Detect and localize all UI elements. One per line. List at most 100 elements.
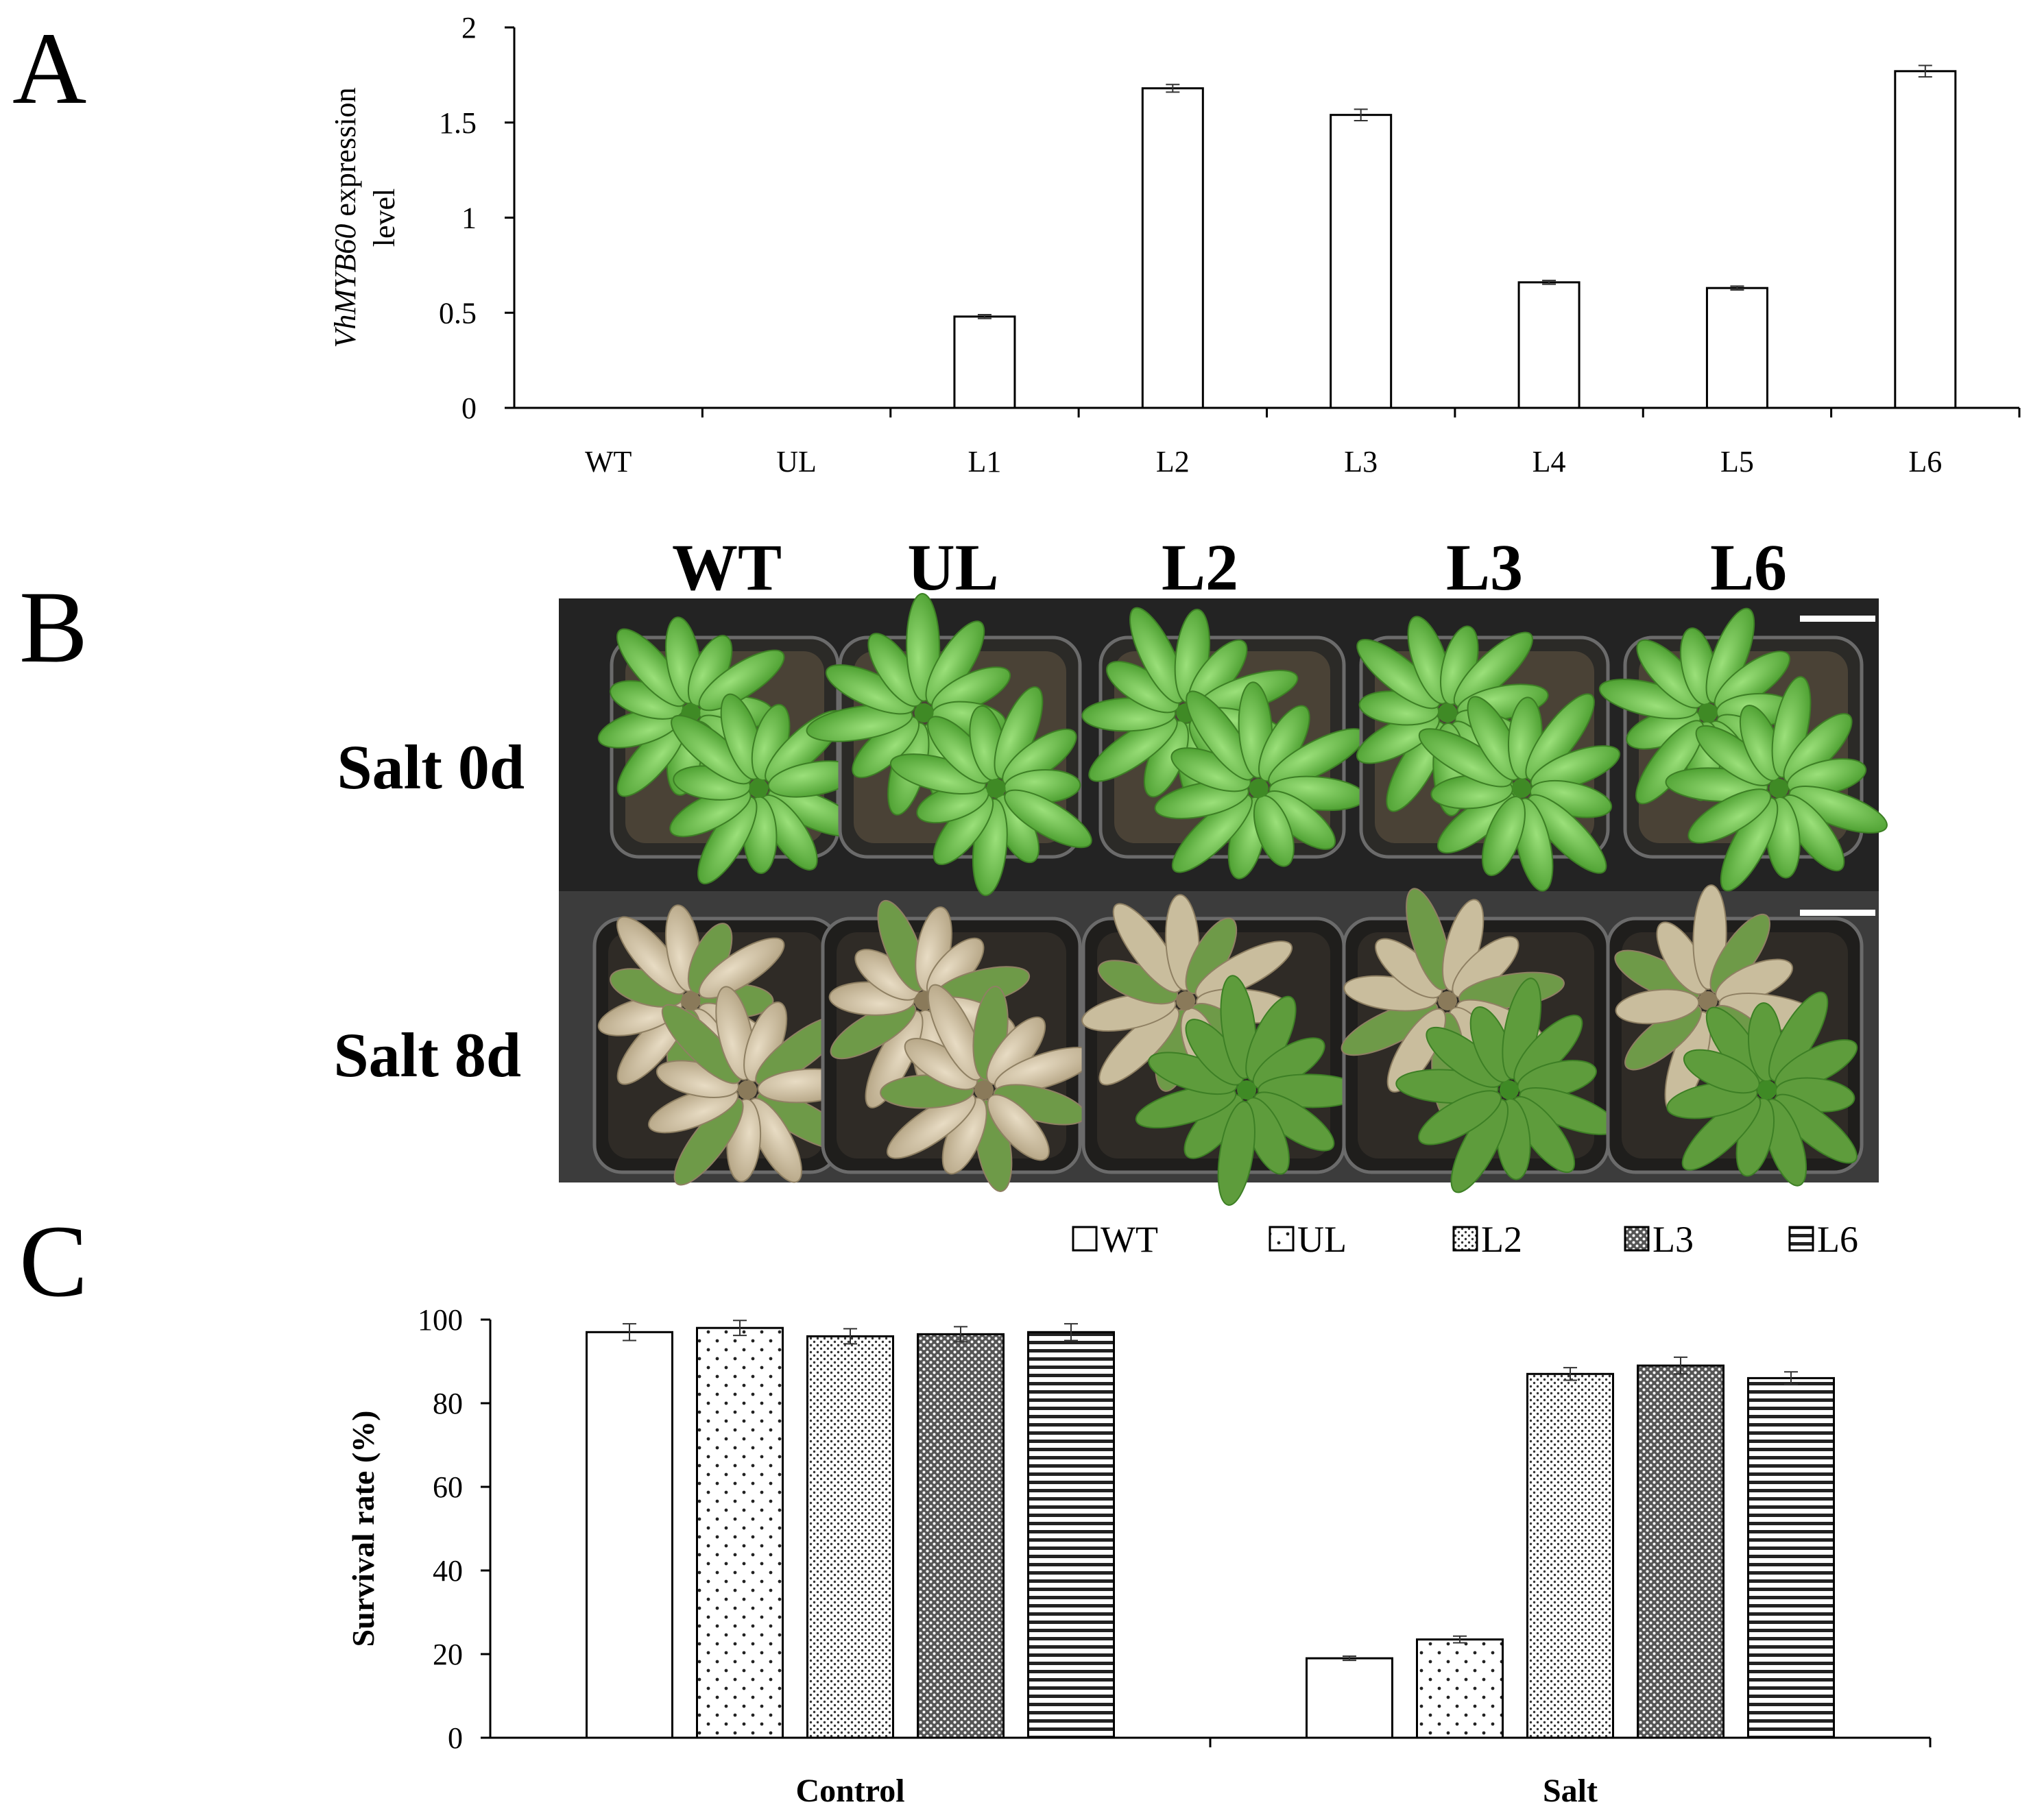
x-tick-label: Salt xyxy=(1543,1773,1598,1809)
bar xyxy=(1306,1657,1393,1739)
photo-column-label: L3 xyxy=(1446,531,1523,604)
x-tick-label: L1 xyxy=(968,445,1001,478)
leaf xyxy=(1220,975,1257,1080)
leaf xyxy=(1129,607,1186,704)
leaf xyxy=(1356,639,1441,709)
y-tick-label: 0 xyxy=(461,391,477,425)
y-tick-label: 0.5 xyxy=(439,296,477,330)
leaf xyxy=(648,1087,739,1134)
legend-label: WT xyxy=(1101,1219,1158,1260)
bar xyxy=(1517,281,1581,409)
leaf xyxy=(1720,797,1779,892)
leaf xyxy=(1088,716,1178,782)
x-tick-label: UL xyxy=(776,445,817,478)
legend-label: UL xyxy=(1297,1219,1347,1260)
y-tick-label: 20 xyxy=(433,1638,463,1671)
y-axis-label-rest: expression xyxy=(328,87,362,223)
bar xyxy=(917,1333,1005,1739)
leaf xyxy=(1171,794,1253,873)
leaf xyxy=(889,753,987,794)
rosette-center xyxy=(1438,703,1457,723)
rosette-center xyxy=(974,1080,994,1100)
bar xyxy=(1141,87,1204,409)
leaf xyxy=(1774,1093,1858,1164)
leaf xyxy=(1194,941,1293,1000)
photo-row-label: Salt 0d xyxy=(337,732,525,802)
leaf xyxy=(1186,690,1255,781)
bar xyxy=(1526,1372,1614,1739)
leaf xyxy=(1418,1090,1502,1145)
bar xyxy=(1637,1364,1724,1739)
bar xyxy=(696,1326,784,1739)
bar xyxy=(806,1335,894,1739)
rosette-center xyxy=(681,991,701,1010)
leaf xyxy=(927,984,984,1081)
x-tick-label: L5 xyxy=(1720,445,1754,478)
rosette-center xyxy=(1757,1080,1777,1100)
scale-bar-top xyxy=(1800,616,1875,622)
rosette-center xyxy=(738,1080,757,1100)
legend-swatch xyxy=(1452,1226,1478,1252)
rosette-center xyxy=(1249,779,1269,798)
leaf xyxy=(1217,1100,1255,1206)
rosette-center xyxy=(1769,779,1789,798)
leaf xyxy=(1406,888,1452,991)
y-tick-label: 80 xyxy=(433,1387,463,1420)
rosette-center xyxy=(1698,703,1718,723)
chart-c: 0 20 40 60 80 100 Control Salt Survival rate (%)… xyxy=(346,1219,1932,1809)
x-tick-label: L4 xyxy=(1533,445,1566,478)
leaf xyxy=(1527,794,1607,874)
leaf xyxy=(1681,1095,1762,1171)
rosette-center xyxy=(749,779,769,798)
y-tick-label: 40 xyxy=(433,1554,463,1588)
rosette-center xyxy=(1176,991,1196,1010)
photo-column-label: L2 xyxy=(1162,531,1238,604)
leaf xyxy=(661,1004,742,1084)
y-tick-label: 2 xyxy=(461,11,477,45)
y-tick-label: 1 xyxy=(461,202,477,235)
y-tick-label: 60 xyxy=(433,1470,463,1504)
leaf xyxy=(1598,679,1698,720)
panel-label-b: B xyxy=(19,570,88,684)
leaf xyxy=(994,686,1044,779)
y-tick-label: 100 xyxy=(418,1303,463,1337)
legend-swatch xyxy=(1788,1226,1814,1252)
y-axis-label-line2: level xyxy=(368,189,401,247)
leaf xyxy=(830,1002,917,1060)
legend-label: L3 xyxy=(1653,1219,1694,1260)
x-tick-label: Control xyxy=(795,1773,904,1809)
leaf xyxy=(698,937,785,999)
rosette-center xyxy=(1500,1080,1519,1100)
bar xyxy=(586,1331,673,1739)
leaf xyxy=(1450,1098,1509,1193)
x-tick-label: L2 xyxy=(1156,445,1190,478)
leaf xyxy=(877,899,926,993)
photo-column-label: WT xyxy=(672,531,782,604)
y-axis-label: VhMYB60 expression xyxy=(328,87,362,348)
scale-bar-bottom xyxy=(1800,910,1875,916)
rosette-center xyxy=(1438,991,1457,1010)
photo-column-label: L6 xyxy=(1710,531,1787,604)
legend-swatch xyxy=(1624,1226,1650,1252)
rosette-center xyxy=(1237,1080,1256,1100)
leaf xyxy=(1530,745,1621,792)
bar xyxy=(1747,1376,1835,1739)
x-tick-label: L6 xyxy=(1908,445,1942,478)
rosette-center xyxy=(986,779,1006,798)
bar xyxy=(1027,1331,1115,1739)
leaf xyxy=(806,704,913,742)
leaf xyxy=(1112,903,1183,993)
leaf xyxy=(1442,899,1485,992)
photo-row-label: Salt 8d xyxy=(333,1020,521,1090)
leaf xyxy=(1135,1084,1237,1129)
chart-a: 0 0.5 1 1.5 2 WT UL L1 L2 L3 L4 L5 L6 VhMYB60 express… xyxy=(328,11,2021,478)
leaf xyxy=(865,1010,924,1108)
panel-label-a: A xyxy=(12,12,86,125)
leaf xyxy=(825,664,916,715)
leaf xyxy=(886,1093,976,1159)
bar xyxy=(1894,70,1957,409)
bar xyxy=(1705,287,1768,409)
y-tick-label: 0 xyxy=(448,1721,463,1755)
leaf xyxy=(1624,1004,1703,1071)
